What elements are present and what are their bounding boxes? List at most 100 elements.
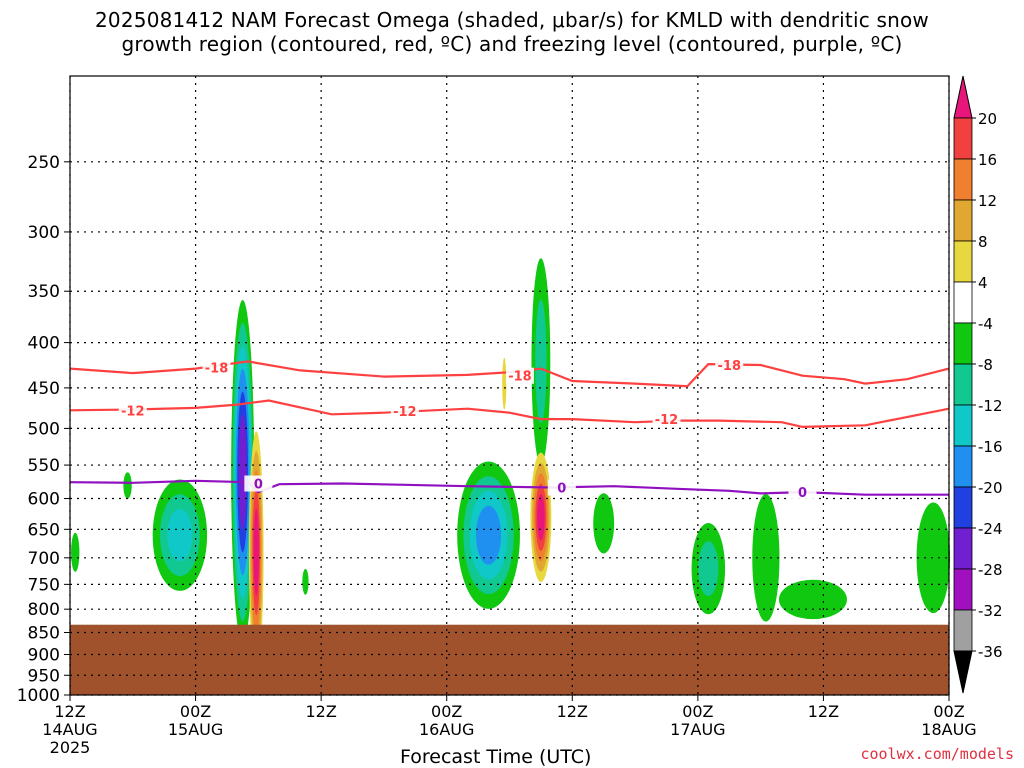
colorbar-segment [953,199,973,242]
omega-region [502,357,507,410]
x-axis-title: Forecast Time (UTC) [400,746,592,768]
y-tick-label: 800 [28,600,60,620]
colorbar-label: 12 [978,192,997,210]
x-tick-year: 2025 [50,738,91,757]
colorbar-segment [953,281,973,324]
contour-line [69,479,949,496]
contour-label: -18 [205,362,229,377]
x-tick-label: 12Z [557,702,588,721]
omega-region [167,509,193,562]
y-tick-label: 850 [28,623,60,643]
credit-text: coolwx.com/models [860,745,1014,763]
contour-label-bg [244,475,273,492]
contour-label: -12 [393,405,417,420]
x-tick-date: 16AUG [419,720,474,739]
contour-label-bg [505,367,534,384]
contour-label: -12 [655,413,679,428]
colorbar-label: -12 [978,397,1003,415]
colorbar-label: 16 [978,151,997,169]
x-tick-label: 00Z [180,702,211,721]
colorbar-segment [953,445,973,488]
y-tick-label: 250 [28,153,60,173]
omega-region [535,299,547,424]
colorbar-segment [953,527,973,570]
colorbar-label: -24 [978,520,1003,538]
y-tick-label: 400 [28,334,60,354]
x-tick-date: 17AUG [670,720,725,739]
colorbar-segment [953,117,973,160]
y-tick-label: 350 [28,282,60,302]
colorbar-label: -32 [978,602,1003,620]
omega-region [537,494,545,541]
plot-border [69,75,950,696]
colorbar-label: -16 [978,438,1003,456]
colorbar-segment [953,240,973,283]
x-tick-date: 18AUG [921,720,976,739]
y-tick-label: 600 [28,490,60,510]
colorbar-label: 4 [978,274,988,292]
contour-label-bg [652,411,681,428]
y-tick-label: 550 [28,456,60,476]
omega-region [302,568,309,595]
colorbar-label: -4 [978,315,993,333]
colorbar-label: -28 [978,561,1003,579]
y-tick-label: 300 [28,223,60,243]
x-tick-label: 00Z [431,702,462,721]
omega-region [778,579,847,620]
y-tick-label: 450 [28,379,60,399]
x-tick-label: 00Z [933,702,964,721]
colorbar-segment [953,609,973,652]
y-tick-label: 750 [28,575,60,595]
contour-label: 0 [557,481,566,496]
contour-label: -18 [508,370,532,385]
colorbar-segment [953,404,973,447]
x-tick-label: 00Z [682,702,713,721]
y-tick-label: 700 [28,549,60,569]
x-tick-date: 14AUG [42,720,97,739]
contour-label-bg [202,359,231,376]
y-tick-label: 1000 [17,686,60,706]
contour-label-bg [390,403,419,420]
y-tick-label: 500 [28,419,60,439]
x-tick-label: 12Z [808,702,839,721]
colorbar-segment [953,363,973,406]
ground-area [70,624,949,695]
x-tick-label: 12Z [54,702,85,721]
contour-label-bg [788,484,817,501]
colorbar-label: -8 [978,356,993,374]
contour-line [69,399,950,429]
colorbar-label: 8 [978,233,988,251]
colorbar-segment [953,158,973,201]
x-tick-date: 15AUG [168,720,223,739]
x-tick-label: 12Z [305,702,336,721]
colorbar-segment [953,486,973,529]
contour-line [69,360,950,388]
omega-region [476,505,502,565]
contour-label: 0 [254,477,263,492]
y-tick-label: 950 [28,666,60,686]
contour-label-bg [547,479,576,496]
omega-region [123,472,132,499]
chart-title-line1: 2025081412 NAM Forecast Omega (shaded, μ… [95,8,929,32]
omega-region [71,532,80,572]
colorbar-label: -20 [978,479,1003,497]
omega-region [253,508,259,596]
contour-label: -12 [121,404,145,419]
colorbar-bottom-arrow [953,650,973,694]
contour-label: 0 [798,486,807,501]
colorbar-label: -36 [978,643,1003,661]
omega-region [593,493,615,554]
colorbar-segment [953,322,973,365]
omega-region [752,494,780,622]
contour-label-bg [118,402,147,419]
colorbar-segment [953,568,973,611]
omega-region [916,502,951,614]
y-tick-label: 900 [28,645,60,665]
colorbar-label: 20 [978,110,997,128]
y-tick-label: 650 [28,520,60,540]
contour-label: -18 [718,359,742,374]
contour-label-bg [715,356,744,373]
omega-region [238,414,247,530]
omega-region [698,541,719,597]
